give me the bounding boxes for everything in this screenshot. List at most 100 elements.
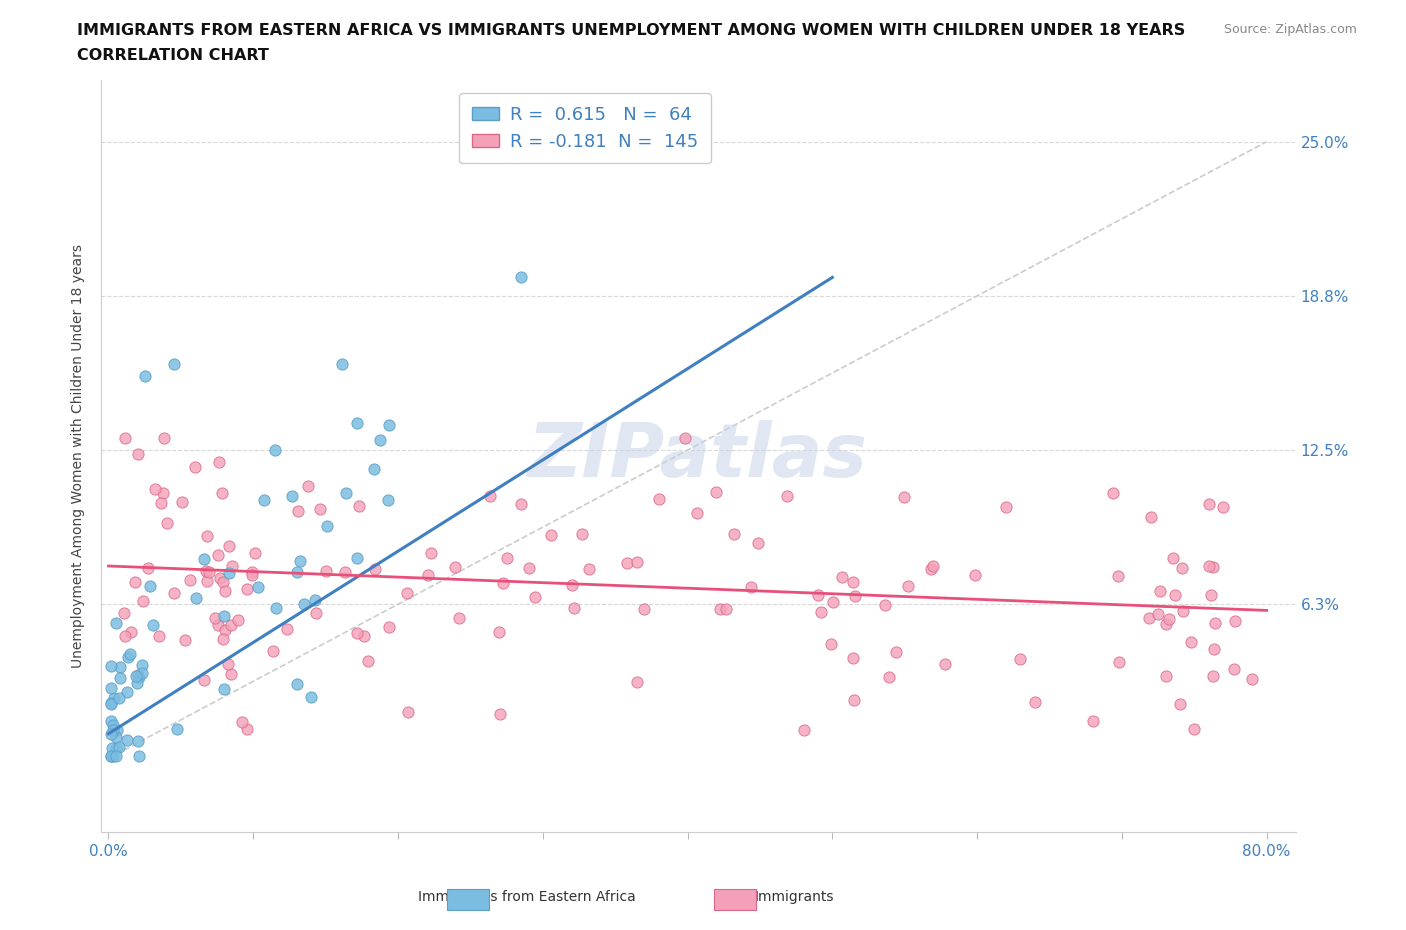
Point xyxy=(108,739,131,754)
Point xyxy=(488,624,510,639)
Point xyxy=(884,645,907,660)
Point xyxy=(807,588,830,603)
Point xyxy=(156,516,179,531)
Point xyxy=(842,574,865,589)
Point xyxy=(444,560,467,575)
Point xyxy=(1154,668,1177,683)
Point xyxy=(1157,611,1180,626)
Point xyxy=(221,666,243,681)
Point xyxy=(1182,722,1205,737)
Point xyxy=(118,646,141,661)
Point xyxy=(920,562,942,577)
Text: Immigrants from Eastern Africa: Immigrants from Eastern Africa xyxy=(419,890,636,905)
Point xyxy=(740,579,762,594)
Point xyxy=(1180,634,1202,649)
Point xyxy=(1204,615,1226,630)
Point xyxy=(297,478,319,493)
Point xyxy=(134,368,156,383)
Point xyxy=(110,660,132,675)
Point xyxy=(995,499,1018,514)
Text: IMMIGRANTS FROM EASTERN AFRICA VS IMMIGRANTS UNEMPLOYMENT AMONG WOMEN WITH CHILD: IMMIGRANTS FROM EASTERN AFRICA VS IMMIGR… xyxy=(77,23,1185,38)
Point xyxy=(218,565,240,580)
Point xyxy=(117,649,139,664)
Point xyxy=(921,559,943,574)
Point xyxy=(626,674,648,689)
Point xyxy=(162,356,184,371)
Point xyxy=(231,714,253,729)
Point xyxy=(184,591,207,605)
Point xyxy=(127,668,149,683)
Text: Immigrants: Immigrants xyxy=(755,890,834,905)
Point xyxy=(208,455,231,470)
Point xyxy=(616,555,638,570)
Point xyxy=(104,749,127,764)
Point xyxy=(305,605,328,620)
Point xyxy=(820,637,842,652)
Point xyxy=(934,657,956,671)
Point xyxy=(1161,551,1184,565)
Point xyxy=(349,498,371,513)
Point xyxy=(214,623,236,638)
Point xyxy=(1171,561,1194,576)
Point xyxy=(100,681,122,696)
Point xyxy=(346,626,368,641)
Point xyxy=(509,496,531,511)
Point xyxy=(1241,672,1264,687)
Point xyxy=(1202,641,1225,656)
Point xyxy=(217,657,239,671)
Point xyxy=(115,733,138,748)
Point xyxy=(128,749,150,764)
Point xyxy=(1223,661,1246,676)
Point xyxy=(131,658,153,673)
Point xyxy=(100,698,122,712)
Y-axis label: Unemployment Among Women with Children Under 18 years: Unemployment Among Women with Children U… xyxy=(72,245,86,669)
Point xyxy=(212,609,235,624)
Point xyxy=(212,575,235,590)
Point xyxy=(363,461,385,476)
Point xyxy=(153,431,176,445)
Point xyxy=(1199,587,1222,602)
Point xyxy=(115,684,138,699)
Point xyxy=(346,416,368,431)
Point xyxy=(162,586,184,601)
Point xyxy=(1212,499,1234,514)
Point xyxy=(285,677,308,692)
Point xyxy=(1107,568,1129,583)
Point xyxy=(831,569,853,584)
Point xyxy=(193,551,215,566)
Point xyxy=(252,492,274,507)
Point xyxy=(416,567,439,582)
Point xyxy=(478,489,501,504)
Point xyxy=(195,528,218,543)
Point xyxy=(184,459,207,474)
Point xyxy=(148,629,170,644)
Point xyxy=(211,485,233,500)
Point xyxy=(1198,497,1220,512)
Point xyxy=(264,601,287,616)
Point xyxy=(172,495,194,510)
Point xyxy=(776,488,799,503)
Point xyxy=(120,625,142,640)
Point xyxy=(844,589,866,604)
Point xyxy=(132,593,155,608)
Point xyxy=(709,602,731,617)
Point xyxy=(240,565,263,579)
Point xyxy=(125,675,148,690)
Point xyxy=(174,633,197,648)
Point xyxy=(236,722,259,737)
Point xyxy=(706,485,728,499)
Point xyxy=(214,584,236,599)
Point xyxy=(396,585,419,600)
Point xyxy=(143,482,166,497)
Text: Source: ZipAtlas.com: Source: ZipAtlas.com xyxy=(1223,23,1357,36)
Point xyxy=(686,506,709,521)
Point xyxy=(673,431,696,445)
Point xyxy=(104,729,127,744)
Point xyxy=(107,690,129,705)
Point xyxy=(562,601,585,616)
Point xyxy=(101,718,124,733)
Point xyxy=(1147,606,1170,621)
Point xyxy=(540,528,562,543)
Point xyxy=(193,672,215,687)
Point xyxy=(378,619,401,634)
